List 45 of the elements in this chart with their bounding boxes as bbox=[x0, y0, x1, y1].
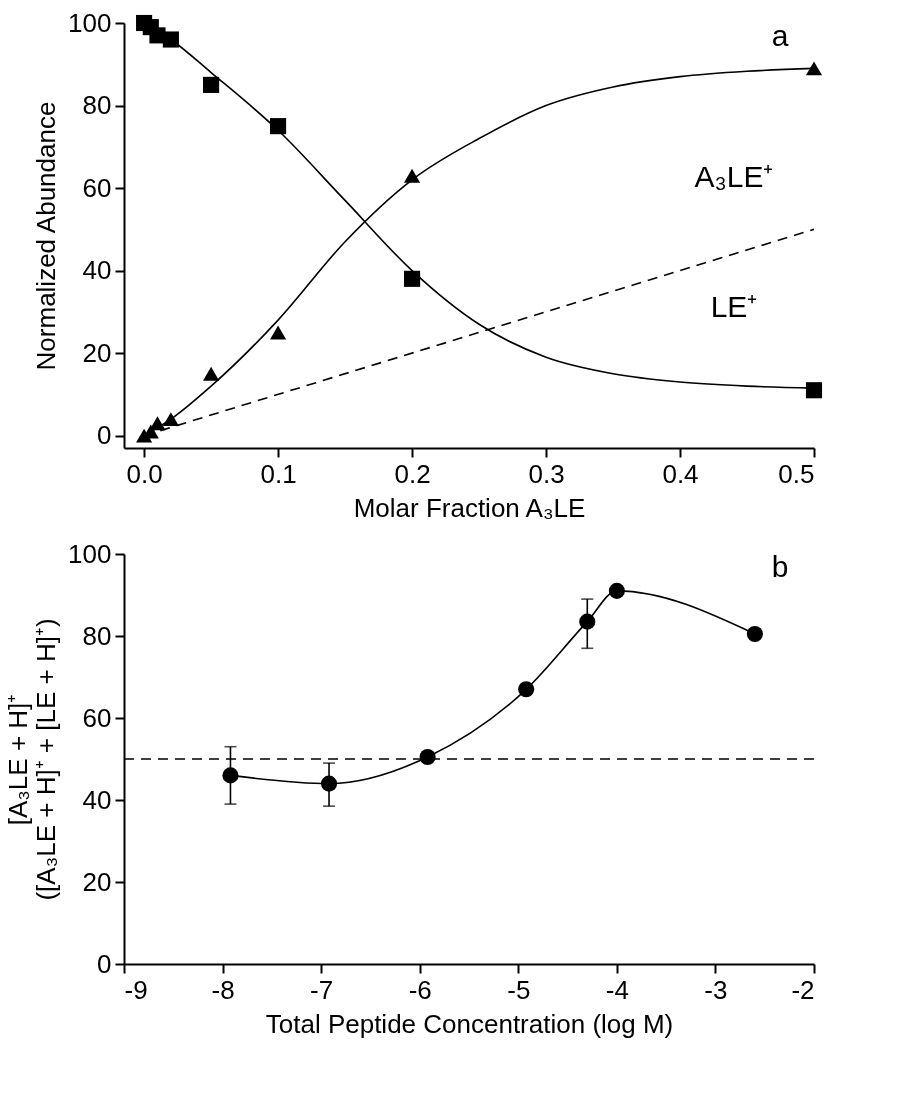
point bbox=[404, 168, 421, 183]
y-tick-label: 80 bbox=[82, 620, 112, 651]
point bbox=[162, 412, 179, 427]
x-tick-label: -8 bbox=[211, 974, 235, 1005]
y-tick-label: 60 bbox=[82, 702, 112, 733]
y-tick-label: 60 bbox=[82, 172, 112, 203]
x-tick-label: -7 bbox=[310, 974, 334, 1005]
annotation: a bbox=[771, 19, 789, 52]
y-tick-label: 100 bbox=[68, 538, 112, 569]
point bbox=[270, 118, 287, 135]
annotation: b bbox=[771, 550, 789, 583]
x-tick-label: -6 bbox=[408, 974, 432, 1005]
x-tick-label: -4 bbox=[605, 974, 629, 1005]
x-tick-label: 0.3 bbox=[528, 458, 565, 489]
x-axis-title: Molar Fraction A₃LE bbox=[353, 492, 586, 523]
x-tick-label: -5 bbox=[507, 974, 531, 1005]
y-tick-label: 80 bbox=[82, 90, 112, 121]
point bbox=[162, 31, 179, 48]
y-axis-title: Normalized Abundance bbox=[31, 101, 62, 371]
x-tick-label: -9 bbox=[124, 974, 148, 1005]
y-tick-label: 20 bbox=[82, 866, 112, 897]
text: LE⁺ bbox=[710, 290, 758, 324]
x-tick-label: -2 bbox=[791, 974, 815, 1005]
point bbox=[149, 416, 166, 431]
x-tick-label: 0.1 bbox=[260, 458, 297, 489]
text: A₃LE⁺ bbox=[694, 160, 774, 194]
point bbox=[404, 270, 421, 287]
x-tick-label: -3 bbox=[704, 974, 728, 1005]
point bbox=[203, 76, 220, 93]
point bbox=[805, 61, 823, 76]
x-tick-label: 0.0 bbox=[126, 458, 163, 489]
y-tick-label: 20 bbox=[82, 337, 112, 368]
x-tick-label: 0.5 bbox=[778, 458, 815, 489]
y-tick-label: 100 bbox=[68, 7, 112, 38]
y-tick-label: 40 bbox=[82, 784, 112, 815]
x-tick-label: 0.4 bbox=[662, 458, 699, 489]
y-axis-title: [A₃LE + H]⁺ ([A₃LE + H]⁺ + [LE + H]⁺) bbox=[3, 618, 62, 901]
point bbox=[805, 382, 823, 399]
y-tick-label: 0 bbox=[97, 420, 112, 451]
point bbox=[203, 366, 220, 381]
y-tick-label: 0 bbox=[97, 948, 112, 979]
x-tick-label: 0.2 bbox=[394, 458, 431, 489]
y-tick-label: 40 bbox=[82, 255, 112, 286]
x-axis-title: Total Peptide Concentration (log M) bbox=[265, 1008, 674, 1039]
point bbox=[270, 325, 287, 340]
